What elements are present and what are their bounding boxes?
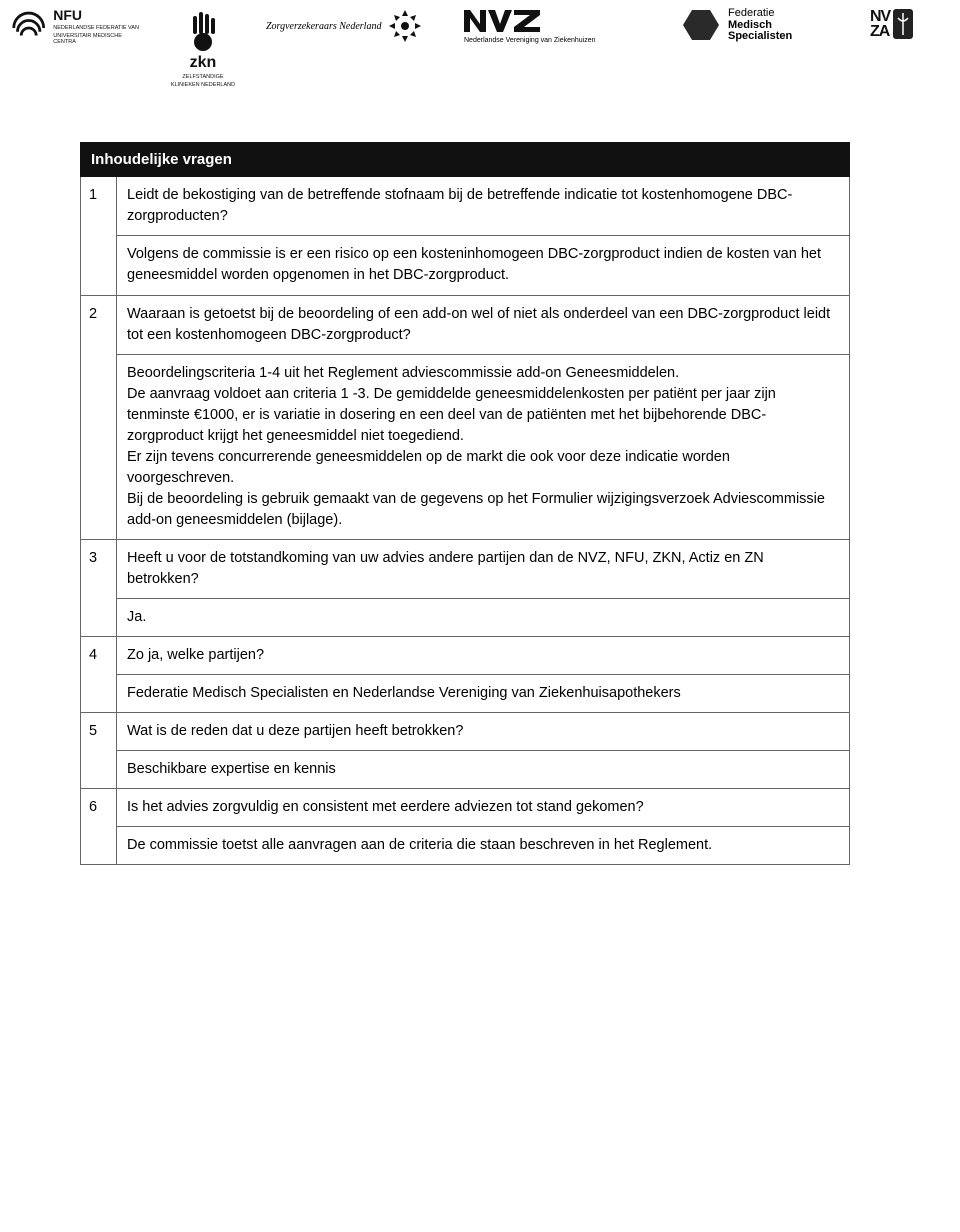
logo-nfu: NFU NEDERLANDSE FEDERATIE VAN UNIVERSITA…	[10, 8, 140, 48]
logo-fms: Federatie Medisch Specialisten	[682, 8, 842, 43]
table-row: Federatie Medisch Specialisten en Nederl…	[81, 674, 850, 712]
nvza-l2: ZA	[870, 24, 890, 39]
zkn-sub1: ZELFSTANDIGE	[182, 74, 223, 80]
question-cell: Waaraan is getoetst bij de beoordeling o…	[117, 295, 850, 354]
table-row: 1Leidt de bekostiging van de betreffende…	[81, 177, 850, 236]
table-row: Ja.	[81, 598, 850, 636]
question-cell: Leidt de bekostiging van de betreffende …	[117, 177, 850, 236]
logo-nvza: NV ZA	[870, 8, 950, 40]
question-cell: Is het advies zorgvuldig en consistent m…	[117, 788, 850, 826]
questions-tbody: Inhoudelijke vragen 1Leidt de bekostigin…	[81, 142, 850, 864]
questions-table: Inhoudelijke vragen 1Leidt de bekostigin…	[80, 142, 850, 865]
nfu-swirl-icon	[10, 8, 49, 48]
table-row: 4Zo ja, welke partijen?	[81, 636, 850, 674]
table-header-row: Inhoudelijke vragen	[81, 142, 850, 177]
table-row: De commissie toetst alle aanvragen aan d…	[81, 826, 850, 864]
zkn-text: zkn	[190, 54, 217, 72]
fms-l1: Federatie	[728, 8, 792, 20]
nfu-text: NFU	[53, 8, 140, 23]
nvz-sub: Nederlandse Vereniging van Ziekenhuizen	[464, 37, 596, 44]
nvza-l1: NV	[870, 9, 890, 24]
logo-strip: NFU NEDERLANDSE FEDERATIE VAN UNIVERSITA…	[0, 0, 960, 102]
page: NFU NEDERLANDSE FEDERATIE VAN UNIVERSITA…	[0, 0, 960, 1232]
answer-cell: Beschikbare expertise en kennis	[117, 750, 850, 788]
logo-zkn: zkn ZELFSTANDIGE KLINIEKEN NEDERLAND	[168, 8, 238, 88]
row-number: 4	[81, 636, 117, 712]
question-cell: Heeft u voor de totstandkoming van uw ad…	[117, 539, 850, 598]
zkn-sub2: KLINIEKEN NEDERLAND	[171, 82, 235, 88]
table-row: 5Wat is de reden dat u deze partijen hee…	[81, 712, 850, 750]
fms-l3: Specialisten	[728, 31, 792, 43]
table-row: Beoordelingscriteria 1-4 uit het Regleme…	[81, 354, 850, 539]
table-row: 6Is het advies zorgvuldig en consistent …	[81, 788, 850, 826]
logo-zn: Zorgverzekeraars Nederland	[266, 8, 436, 44]
fms-hex-icon	[682, 8, 720, 42]
nvz-wordmark-icon	[464, 8, 542, 34]
question-cell: Zo ja, welke partijen?	[117, 636, 850, 674]
row-number: 6	[81, 788, 117, 864]
answer-cell: De commissie toetst alle aanvragen aan d…	[117, 826, 850, 864]
nfu-sub2: UNIVERSITAIR MEDISCHE CENTRA	[53, 33, 140, 45]
table-header-cell: Inhoudelijke vragen	[81, 142, 850, 177]
row-number: 5	[81, 712, 117, 788]
nfu-sub1: NEDERLANDSE FEDERATIE VAN	[53, 25, 140, 31]
table-row: 2Waaraan is getoetst bij de beoordeling …	[81, 295, 850, 354]
zkn-hand-icon	[183, 8, 223, 52]
logo-nvz: Nederlandse Vereniging van Ziekenhuizen	[464, 8, 654, 44]
zn-text: Zorgverzekeraars Nederland	[266, 21, 381, 32]
nvza-shield-icon	[892, 8, 914, 40]
row-number: 3	[81, 539, 117, 636]
answer-cell: Volgens de commissie is er een risico op…	[117, 236, 850, 295]
answer-cell: Beoordelingscriteria 1-4 uit het Regleme…	[117, 354, 850, 539]
table-row: 3Heeft u voor de totstandkoming van uw a…	[81, 539, 850, 598]
answer-cell: Federatie Medisch Specialisten en Nederl…	[117, 674, 850, 712]
row-number: 2	[81, 295, 117, 539]
row-number: 1	[81, 177, 117, 295]
table-row: Beschikbare expertise en kennis	[81, 750, 850, 788]
question-cell: Wat is de reden dat u deze partijen heef…	[117, 712, 850, 750]
table-row: Volgens de commissie is er een risico op…	[81, 236, 850, 295]
zn-emblem-icon	[387, 8, 423, 44]
table-container: Inhoudelijke vragen 1Leidt de bekostigin…	[0, 102, 960, 895]
answer-cell: Ja.	[117, 598, 850, 636]
